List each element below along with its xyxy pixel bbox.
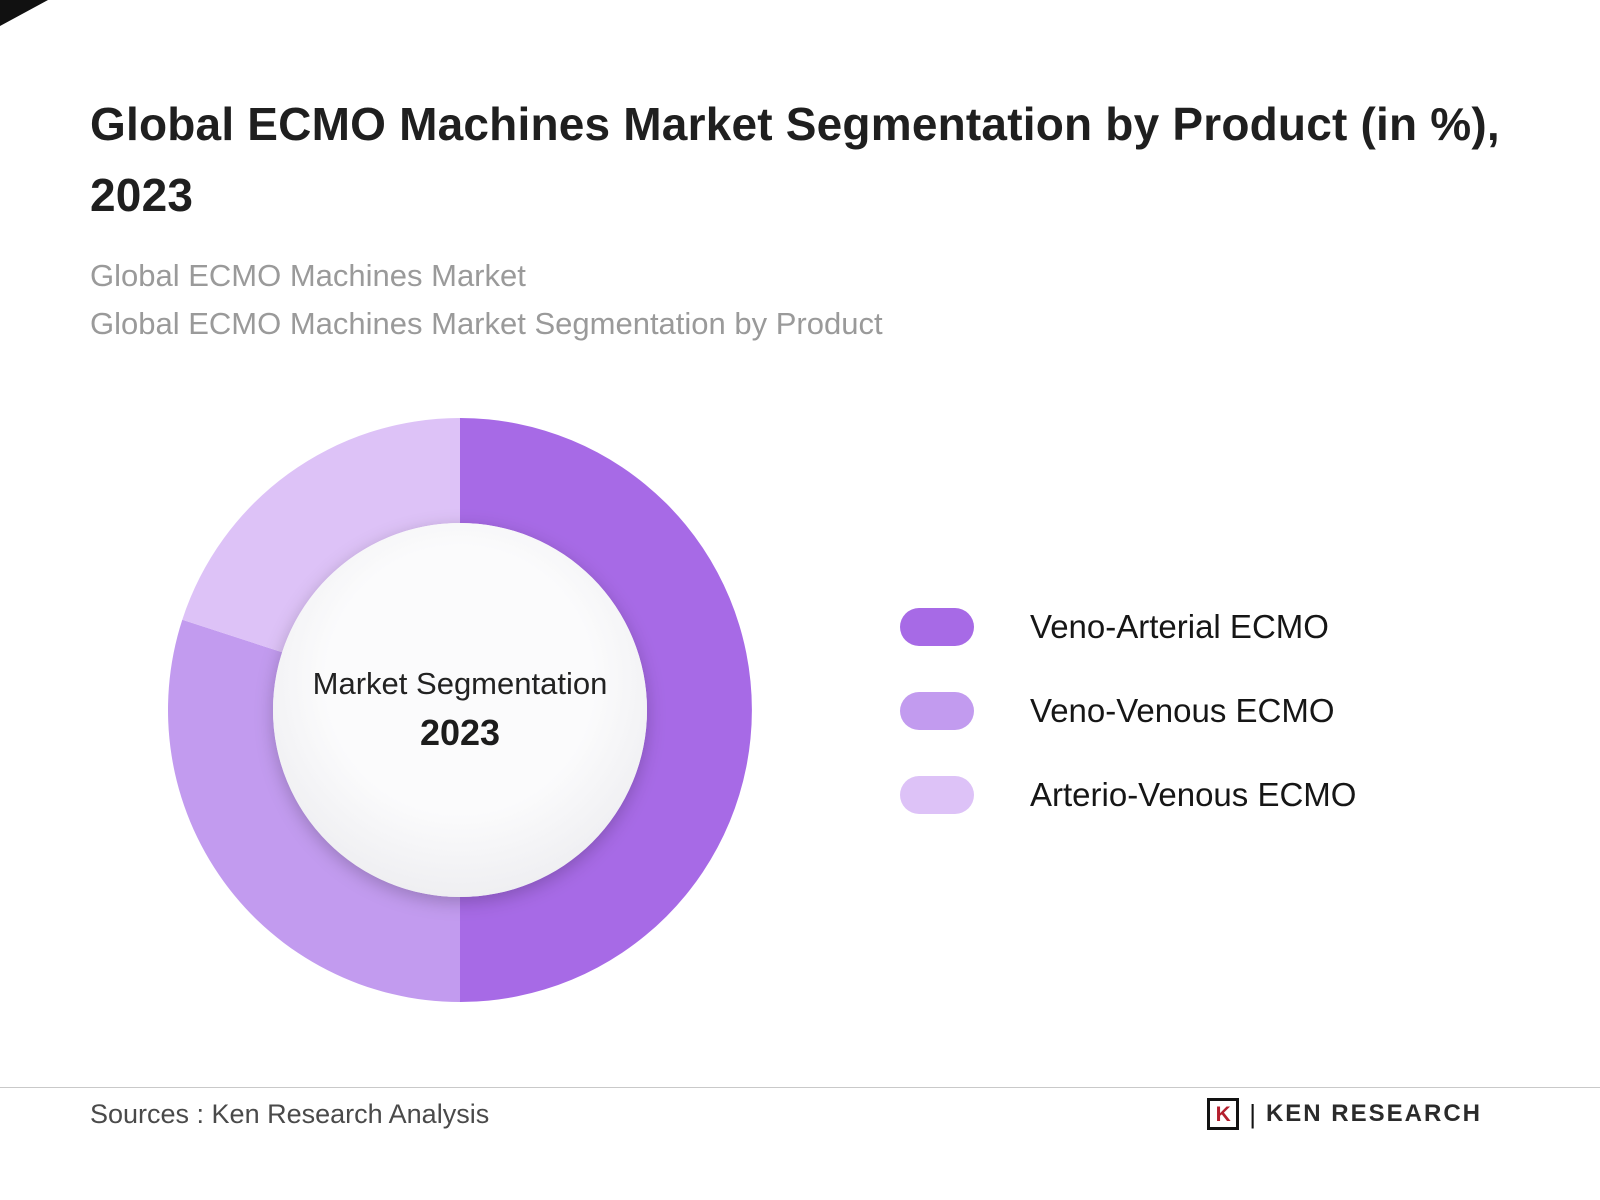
subtitle-line-2: Global ECMO Machines Market Segmentation… [90, 306, 883, 342]
donut-chart: Market Segmentation 2023 [158, 408, 762, 1012]
legend-swatch-veno-venous [900, 692, 974, 730]
donut-center-circle [273, 523, 647, 897]
legend-item-veno-arterial: Veno-Arterial ECMO [900, 608, 1356, 646]
legend-item-arterio-venous: Arterio-Venous ECMO [900, 776, 1356, 814]
donut-segment-arterio-venous-ecmo [182, 418, 460, 653]
logo-text: KEN RESEARCH [1265, 1100, 1482, 1127]
donut-chart-svg [168, 418, 752, 1002]
logo-divider: | [1249, 1098, 1256, 1129]
donut-segments [168, 418, 752, 1002]
legend-item-veno-venous: Veno-Venous ECMO [900, 692, 1356, 730]
source-text: Sources : Ken Research Analysis [90, 1099, 490, 1129]
logo-icon: K [1207, 1098, 1240, 1130]
chart-legend: Veno-Arterial ECMO Veno-Venous ECMO Arte… [900, 608, 1356, 814]
legend-label: Arterio-Venous ECMO [1030, 776, 1357, 813]
donut-segment-veno-venous-ecmo [168, 619, 460, 1002]
page-title: Global ECMO Machines Market Segmentation… [90, 97, 1500, 222]
donut-segment-veno-arterial-ecmo [460, 418, 752, 1002]
legend-label: Veno-Venous ECMO [1030, 692, 1335, 729]
subtitle-line-1: Global ECMO Machines Market [90, 258, 526, 293]
legend-swatch-arterio-venous [900, 776, 974, 814]
corner-decoration [0, 0, 48, 26]
legend-swatch-veno-arterial [900, 608, 974, 646]
footer-divider [0, 1087, 1600, 1088]
legend-label: Veno-Arterial ECMO [1030, 608, 1329, 645]
chart-subtitle: Global ECMO Machines Market Global ECMO … [90, 252, 1390, 348]
logo-letter: K [1215, 1102, 1231, 1126]
ken-research-logo: K | KEN RESEARCH [1207, 1098, 1482, 1130]
